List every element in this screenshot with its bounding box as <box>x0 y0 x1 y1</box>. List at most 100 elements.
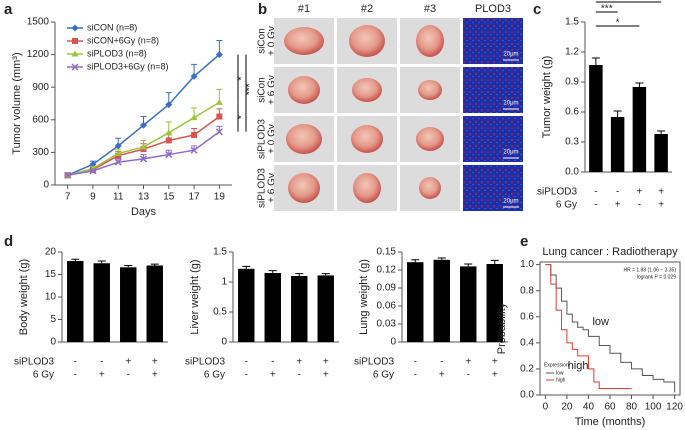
marker <box>165 129 173 136</box>
x-tick-label: 20 <box>561 402 573 413</box>
row-label: siCon <box>257 28 268 54</box>
condition-sign: - <box>440 357 443 368</box>
condition-sign: - <box>127 370 130 381</box>
x-tick-label: 40 <box>583 402 595 413</box>
marker <box>114 142 122 150</box>
y-tick-label: 0.09 <box>377 283 397 294</box>
condition-sign: - <box>594 200 597 211</box>
marker <box>215 51 223 59</box>
legend-label: siPLOD3+6Gy (n=8) <box>87 61 169 71</box>
tumor <box>353 173 381 203</box>
legend-label: siPLOD3 (n=8) <box>87 48 147 58</box>
bar <box>407 262 424 342</box>
chart-title: Lung cancer : Radiotherapy <box>542 246 678 258</box>
x-tick-label: 13 <box>138 192 150 203</box>
error-bar <box>268 270 277 273</box>
marker <box>71 50 79 57</box>
bar <box>433 259 450 342</box>
y-tick-label: 0.9 <box>565 77 579 88</box>
bar <box>67 261 84 342</box>
condition-sign: - <box>616 187 619 198</box>
y-axis-label: Lung weight (g) <box>358 259 370 335</box>
x-axis-label: Time (months) <box>575 416 646 428</box>
y-tick-label: 0.4 <box>520 337 534 348</box>
marker <box>190 114 198 121</box>
condition-sign: + <box>323 370 329 381</box>
row-label: siPLOD3 <box>257 119 268 159</box>
legend-title: Expression <box>544 362 569 368</box>
condition-sign: + <box>492 357 498 368</box>
x-axis-label: Days <box>131 206 157 218</box>
marker <box>89 167 97 175</box>
bar <box>589 65 603 172</box>
marker <box>165 101 173 109</box>
marker <box>71 63 79 71</box>
column-label: #3 <box>424 3 436 15</box>
y-tick-label: 1500 <box>27 17 50 28</box>
y-tick-label: 0.3 <box>565 137 579 148</box>
y-tick-label: 1200 <box>27 49 50 60</box>
survival-curve <box>545 264 632 389</box>
legend-label: low <box>556 370 564 376</box>
bar <box>238 268 255 342</box>
error-bar <box>657 130 666 134</box>
error-bar <box>591 57 600 65</box>
tumor <box>352 78 382 102</box>
x-tick-label: 100 <box>645 402 662 413</box>
marker <box>215 128 223 136</box>
error-bar <box>150 263 159 266</box>
condition-sign: + <box>125 357 131 368</box>
condition-sign: - <box>100 357 103 368</box>
marker <box>64 171 72 179</box>
bar <box>654 134 668 172</box>
y-tick-label: 600 <box>32 114 49 125</box>
condition-label: 6 Gy <box>204 370 225 381</box>
fluorescence <box>463 116 523 162</box>
condition-sign: + <box>658 200 664 211</box>
error-bar <box>464 263 473 267</box>
curve-label: high <box>568 360 589 372</box>
significance-label: *** <box>623 0 635 5</box>
y-tick-label: 0.0 <box>520 390 534 401</box>
scale-label: 20μm <box>503 199 518 205</box>
row-label: siCon <box>257 77 268 103</box>
bar <box>146 265 163 342</box>
error-bar <box>635 82 644 87</box>
condition-sign: - <box>74 370 77 381</box>
bar <box>486 264 503 342</box>
marker <box>190 72 198 80</box>
fluorescence <box>463 67 523 113</box>
panel-letter: e <box>520 233 528 250</box>
condition-sign: - <box>467 370 470 381</box>
condition-label: 6 Gy <box>556 200 577 211</box>
y-tick-label: 0.15 <box>377 247 397 258</box>
tumor <box>418 80 442 100</box>
y-tick-label: 15 <box>45 269 57 280</box>
legend-label: high <box>556 377 566 383</box>
marker <box>165 137 172 144</box>
significance-label: * <box>237 77 248 81</box>
error-bar <box>437 257 446 260</box>
condition-sign: + <box>465 357 471 368</box>
y-tick-label: 1.5 <box>213 247 227 258</box>
tumor <box>416 25 444 57</box>
error-bar <box>124 265 133 268</box>
scale-label: 20μm <box>503 150 518 156</box>
bar <box>610 117 625 172</box>
annotation: HR = 1.88 (1.06 − 3.35) <box>623 267 676 273</box>
y-tick-label: 1.5 <box>565 17 579 28</box>
marker <box>165 151 173 159</box>
tumor <box>351 125 383 153</box>
tumor <box>288 173 320 203</box>
row-label: + 0 Gy <box>267 124 278 154</box>
significance-label: * <box>237 115 248 119</box>
column-label: #2 <box>361 3 373 15</box>
condition-sign: + <box>99 370 105 381</box>
condition-sign: + <box>636 187 642 198</box>
tumor <box>286 124 322 154</box>
tumor <box>349 25 385 57</box>
marker <box>216 113 223 120</box>
bar <box>460 266 477 342</box>
condition-label: 6 Gy <box>373 370 394 381</box>
panel-letter: d <box>4 233 13 250</box>
